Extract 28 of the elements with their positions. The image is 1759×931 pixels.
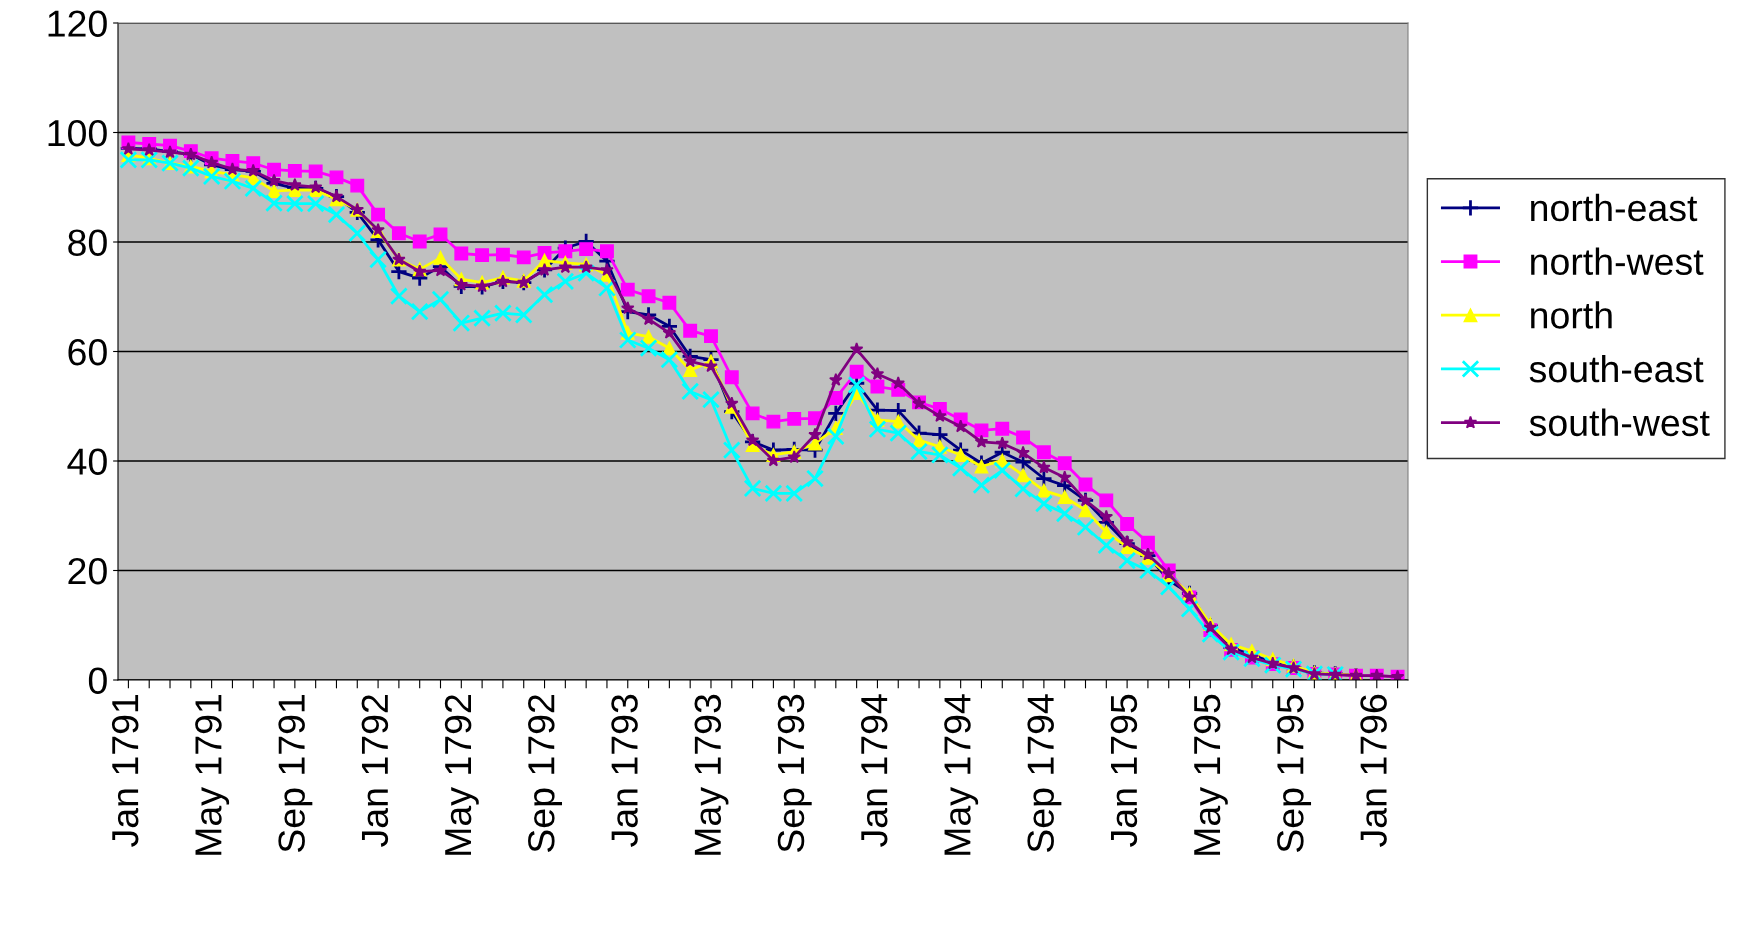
- x-tick-label: Jan 1796: [1360, 694, 1387, 847]
- y-tick-label: 60: [68, 338, 107, 366]
- y-tick-label: 120: [48, 10, 107, 37]
- x-tick-label: Jan 1793: [611, 694, 638, 847]
- legend-label: north-east: [1531, 193, 1698, 222]
- x-tick-label: Sep 1792: [528, 695, 563, 853]
- y-tick-label: 100: [48, 119, 107, 147]
- x-tick-label: Jan 1794: [860, 694, 888, 847]
- x-tick-label: Sep 1793: [777, 694, 812, 853]
- x-tick-label: May 1791: [195, 695, 230, 855]
- y-tick-label: 20: [68, 557, 107, 585]
- legend-label: south-west: [1529, 408, 1710, 437]
- y-tick-label: 0: [88, 667, 107, 694]
- legend-label: south-east: [1529, 354, 1704, 383]
- x-tick-label: Sep 1795: [1277, 694, 1312, 853]
- legend-label: north: [1531, 301, 1612, 329]
- x-tick-label: May 1792: [444, 695, 479, 855]
- x-tick-label: May 1793: [694, 694, 729, 855]
- x-tick-label: Jan 1795: [1110, 694, 1138, 847]
- x-tick-label: May 1795: [1193, 694, 1228, 855]
- y-tick-label: 80: [68, 229, 107, 256]
- x-tick-label: Sep 1794: [1027, 694, 1062, 853]
- y-tick-label: 40: [67, 448, 107, 475]
- x-tick-label: Jan 1791: [111, 695, 139, 847]
- legend-label: north-west: [1531, 247, 1704, 276]
- x-tick-label: Jan 1792: [361, 695, 389, 847]
- x-tick-label: Sep 1791: [278, 695, 313, 853]
- x-tick-label: May 1794: [944, 694, 979, 855]
